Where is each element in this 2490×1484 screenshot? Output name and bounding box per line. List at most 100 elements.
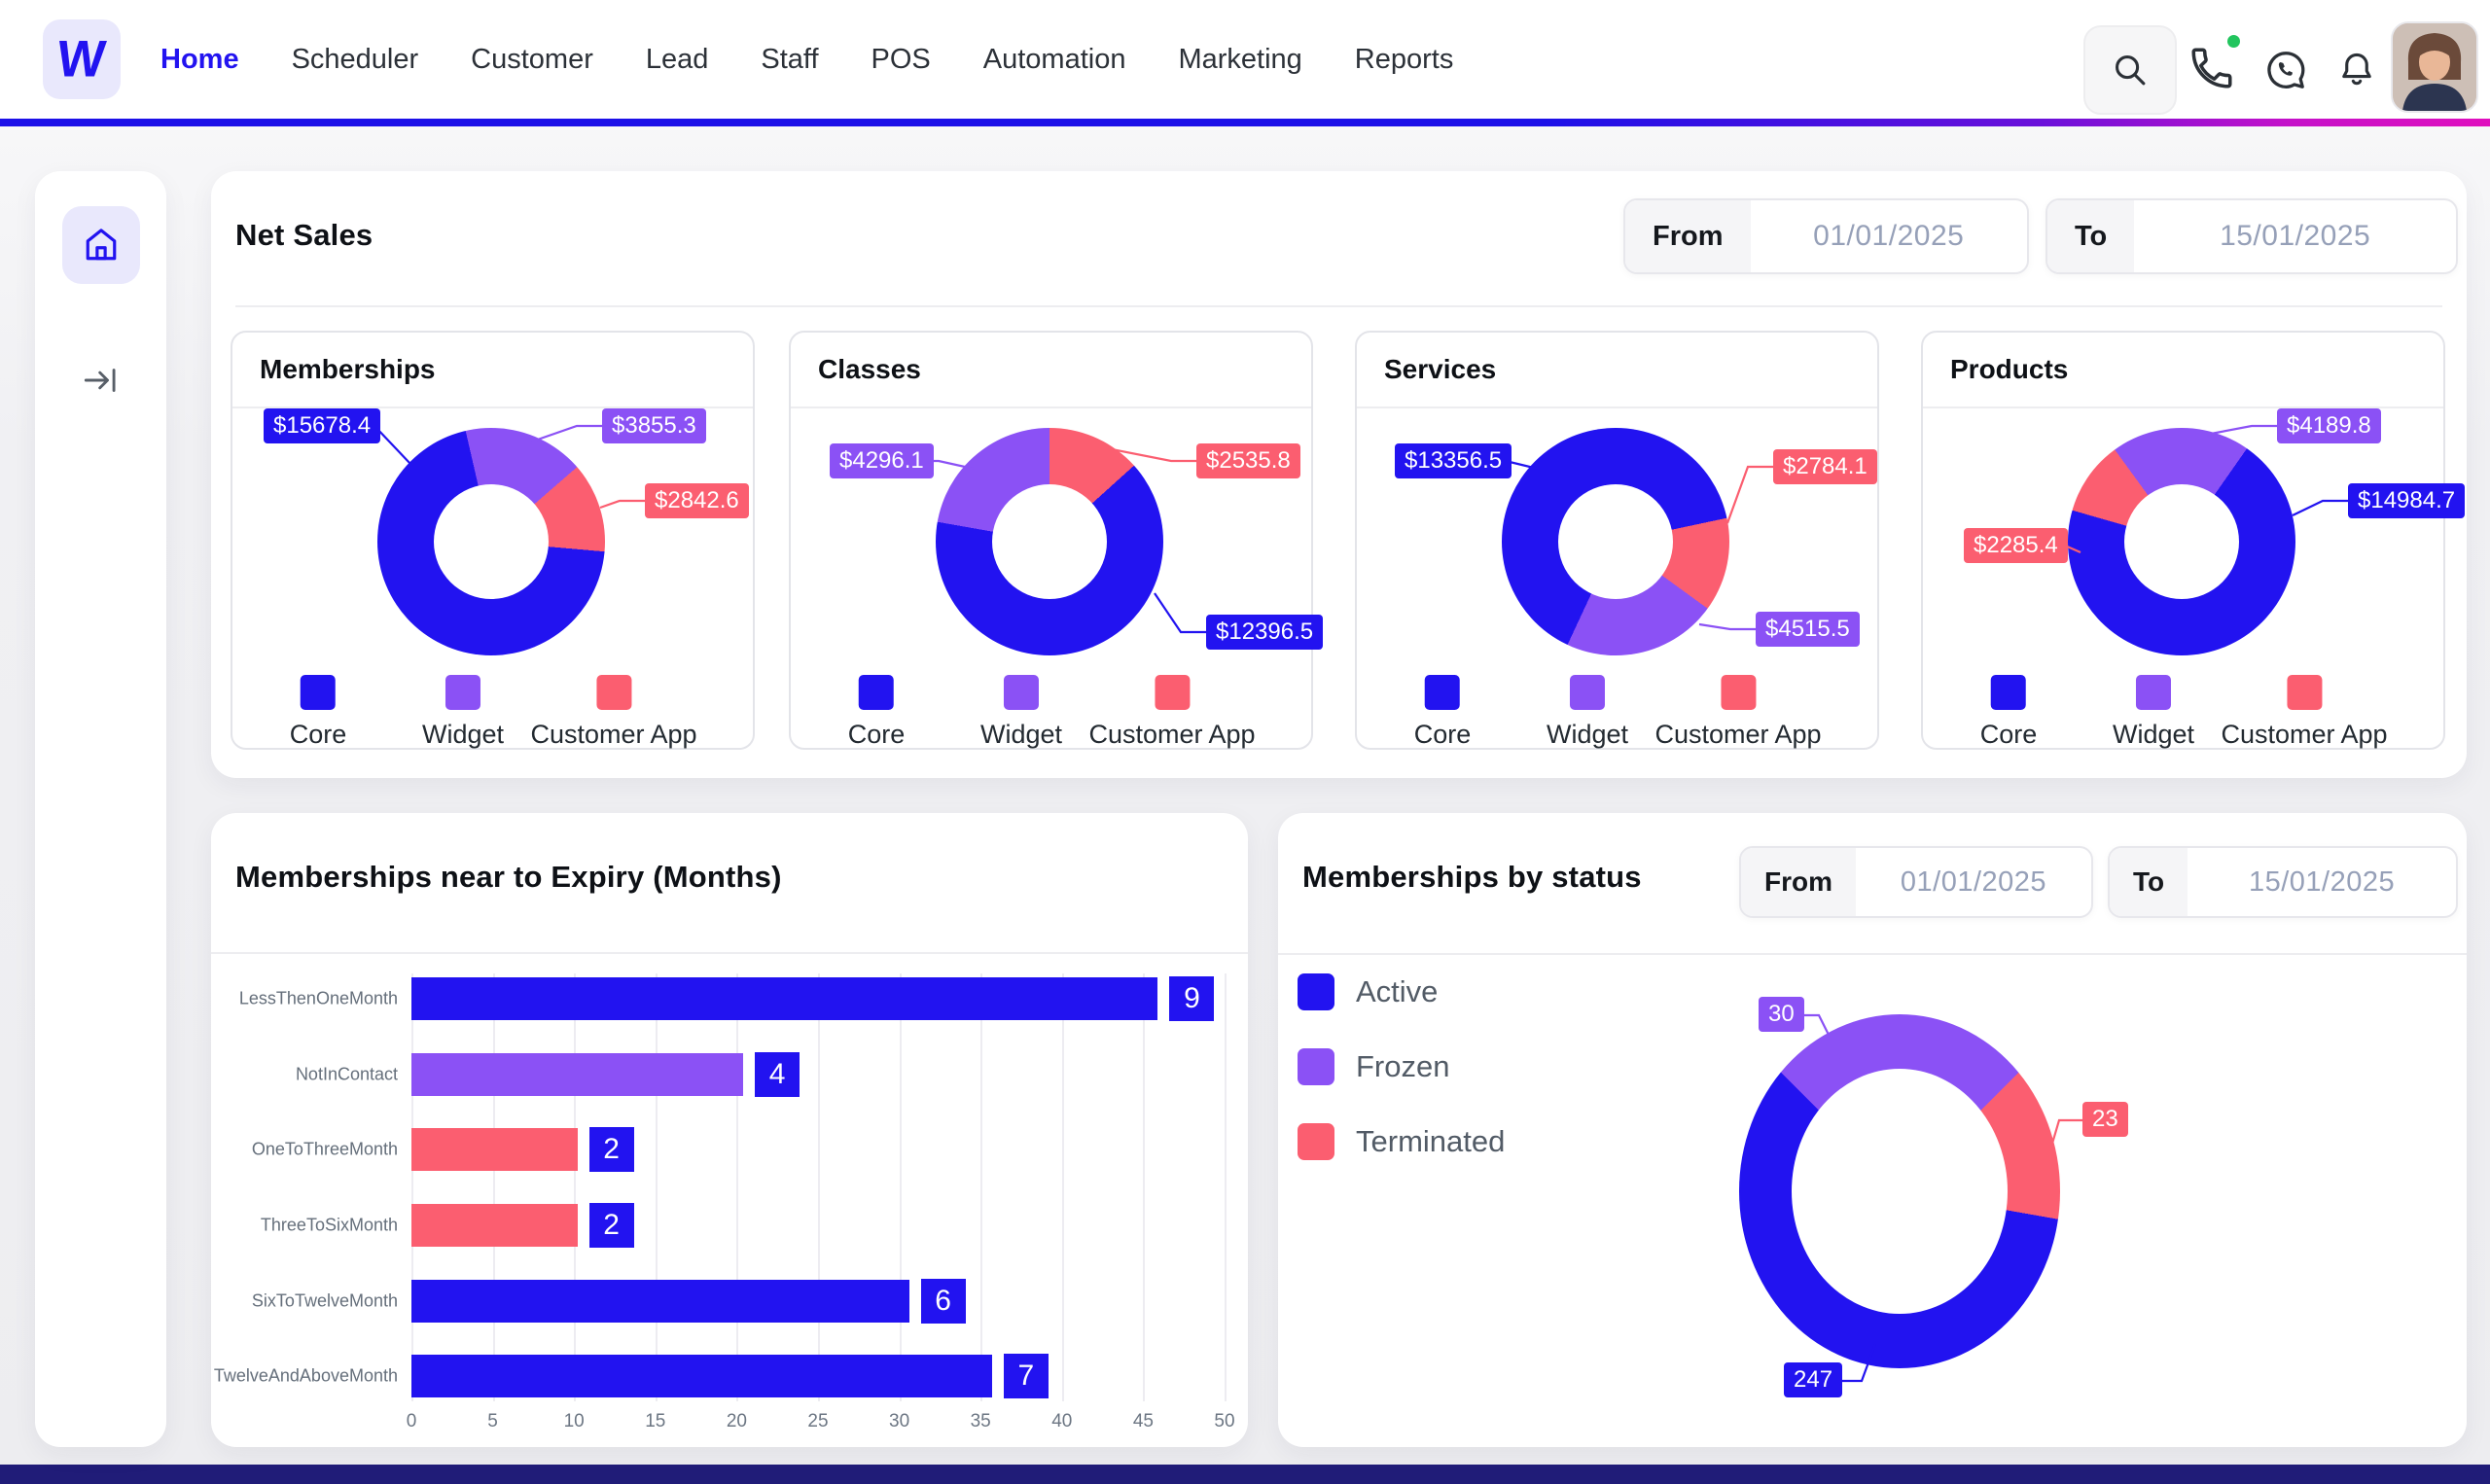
- nav-item-home[interactable]: Home: [160, 43, 239, 75]
- legend-item-widget: Widget: [1547, 675, 1628, 750]
- legend-swatch: [445, 675, 480, 710]
- expiry-chart-title: Memberships near to Expiry (Months): [235, 860, 782, 894]
- x-axis-tick: 0: [406, 1411, 417, 1431]
- bar-category-label: TwelveAndAboveMonth: [213, 1365, 398, 1386]
- legend-label: Widget: [2112, 720, 2195, 749]
- divider: [791, 406, 1311, 408]
- services-chart-card: Services Core Widget Customer App $13356.5…: [1355, 331, 1879, 750]
- nav-item-reports[interactable]: Reports: [1354, 43, 1454, 75]
- top-navigation-bar: W Home Scheduler Customer Lead Staff POS Autom…: [0, 0, 2490, 119]
- nav-item-lead[interactable]: Lead: [645, 43, 709, 75]
- bar-value-label: 7: [1003, 1354, 1049, 1398]
- phone-icon: [2191, 48, 2232, 88]
- legend-swatch: [596, 675, 631, 710]
- app-logo[interactable]: W: [43, 19, 121, 99]
- date-to-value[interactable]: 15/01/2025: [2248, 866, 2396, 898]
- nav-item-automation[interactable]: Automation: [982, 43, 1126, 75]
- date-from-value[interactable]: 01/01/2025: [1813, 220, 1965, 252]
- date-from-label: From: [1625, 200, 1751, 272]
- notifications-button[interactable]: [2332, 45, 2381, 95]
- value-callout: $14984.7: [2348, 483, 2466, 518]
- x-axis-tick: 30: [889, 1411, 910, 1431]
- bar-value-label: 4: [755, 1052, 800, 1097]
- value-callout: $4296.1: [830, 443, 934, 478]
- status-date-from[interactable]: From 01/01/2025: [1739, 846, 2093, 918]
- value-callout: $13356.5: [1395, 443, 1512, 478]
- bar-value-label: 2: [588, 1127, 634, 1172]
- gridline: [1061, 973, 1064, 1401]
- x-axis-tick: 15: [645, 1411, 666, 1431]
- nav-item-scheduler[interactable]: Scheduler: [291, 43, 419, 75]
- card-title-services: Services: [1384, 354, 1497, 384]
- legend-swatch: [1298, 1048, 1334, 1085]
- legend-swatch: [2135, 675, 2171, 710]
- nav-item-staff[interactable]: Staff: [761, 43, 819, 75]
- net-sales-date-from[interactable]: From 01/01/2025: [1623, 198, 2029, 274]
- date-from-value[interactable]: 01/01/2025: [1900, 866, 2047, 898]
- nav-item-pos[interactable]: POS: [871, 43, 931, 75]
- divider: [211, 952, 1248, 954]
- value-callout: $15678.4: [264, 408, 381, 443]
- gridline: [1143, 973, 1146, 1401]
- value-callout: $2535.8: [1196, 443, 1300, 478]
- legend-label: Core: [289, 720, 347, 749]
- legend-item-core: Core: [1980, 675, 2037, 750]
- legend-label: Core: [847, 720, 906, 749]
- nav-item-marketing[interactable]: Marketing: [1178, 43, 1302, 75]
- whatsapp-button[interactable]: [2260, 45, 2311, 95]
- bar-notincontact: [411, 1053, 744, 1096]
- bar-category-label: LessThenOneMonth: [238, 988, 398, 1008]
- left-sidebar: [35, 171, 166, 1447]
- card-title-products: Products: [1950, 354, 2069, 384]
- divider: [232, 406, 753, 408]
- legend-swatch: [1425, 675, 1460, 710]
- logo-glyph: W: [54, 30, 109, 88]
- value-callout: $4515.5: [1756, 612, 1860, 647]
- classes-donut-chart: [936, 428, 1163, 655]
- bar-threetosixmonth: [411, 1204, 578, 1247]
- divider: [1357, 406, 1877, 408]
- legend-swatch: [1991, 675, 2026, 710]
- legend-swatch: [1569, 675, 1605, 710]
- gridline: [655, 973, 658, 1401]
- bottom-accent-bar: [0, 1465, 2490, 1484]
- status-donut-chart: [1739, 1014, 2060, 1368]
- gridline: [492, 973, 495, 1401]
- value-callout: $2842.6: [645, 483, 749, 518]
- sidebar-item-home[interactable]: [62, 206, 140, 284]
- legend-label: Customer App: [1088, 720, 1256, 749]
- nav-item-customer[interactable]: Customer: [471, 43, 593, 75]
- legend-label: Active: [1356, 974, 1439, 1008]
- bar-value-label: 9: [1169, 976, 1215, 1021]
- value-callout: $4189.8: [2277, 408, 2381, 443]
- x-axis-tick: 35: [970, 1411, 991, 1431]
- legend-swatch: [2287, 675, 2322, 710]
- status-date-to[interactable]: To 15/01/2025: [2108, 846, 2458, 918]
- bar-twelveandabovemonth: [411, 1355, 992, 1397]
- value-callout: 30: [1759, 997, 1804, 1032]
- date-to-label: To: [2047, 200, 2135, 272]
- legend-item-widget: Widget: [422, 675, 504, 750]
- phone-button[interactable]: [2185, 41, 2239, 95]
- net-sales-date-to[interactable]: To 15/01/2025: [2045, 198, 2458, 274]
- nav-menu: Home Scheduler Customer Lead Staff POS Automat…: [160, 0, 1453, 119]
- avatar-photo: [2393, 23, 2476, 111]
- legend-swatch: [1003, 675, 1039, 710]
- legend-item-customer-app: Customer App: [2221, 675, 2388, 750]
- sidebar-collapse-button[interactable]: [68, 356, 134, 405]
- user-avatar[interactable]: [2391, 21, 2478, 113]
- search-button[interactable]: [2083, 25, 2177, 115]
- bar-value-label: 2: [588, 1203, 634, 1248]
- value-callout: 247: [1784, 1362, 1843, 1397]
- date-to-value[interactable]: 15/01/2025: [2220, 220, 2371, 252]
- gridline: [818, 973, 820, 1401]
- bar-category-label: SixToTwelveMonth: [251, 1290, 398, 1311]
- search-icon: [2116, 55, 2146, 86]
- products-donut-chart: [2068, 428, 2295, 655]
- legend-label: Frozen: [1356, 1049, 1450, 1083]
- legend-label: Customer App: [2221, 720, 2388, 749]
- gridline: [411, 973, 413, 1401]
- x-axis-tick: 5: [487, 1411, 498, 1431]
- bar-category-label: OneToThreeMonth: [251, 1139, 398, 1159]
- classes-chart-card: Classes Core Widget Customer App $4296.1 $2…: [789, 331, 1324, 750]
